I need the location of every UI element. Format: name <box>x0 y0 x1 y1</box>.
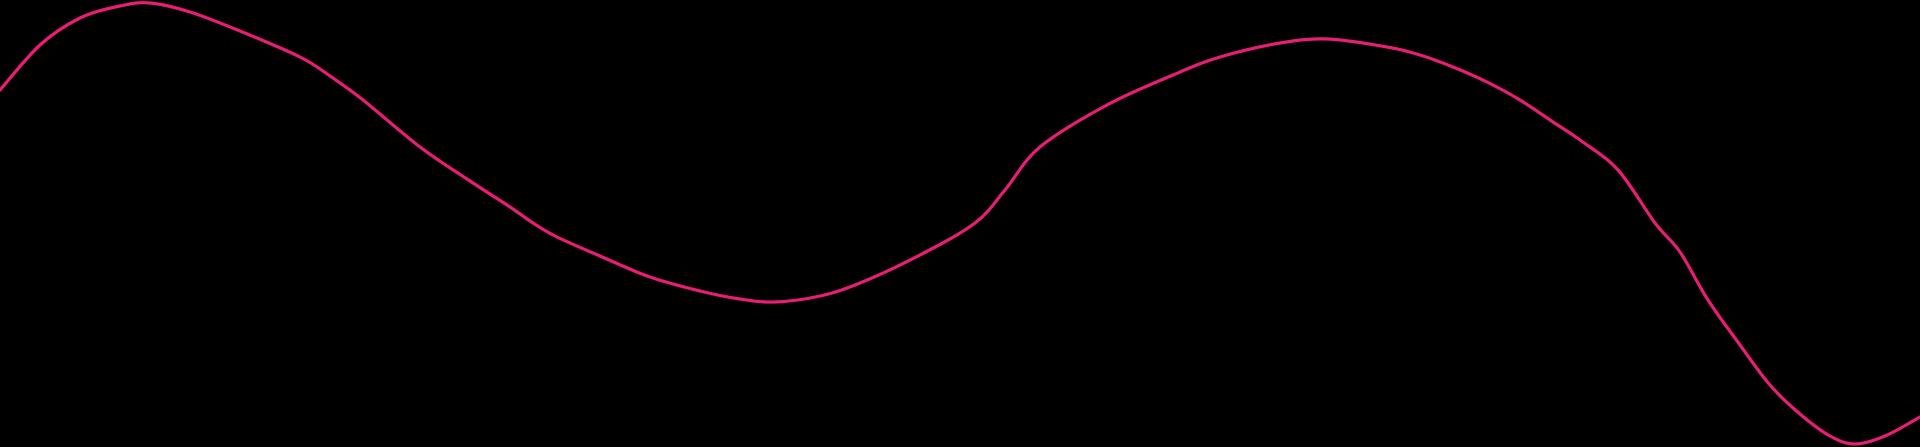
page-background: { "chart_data": { "type": "line", "descr… <box>0 0 1920 447</box>
wave-chart-canvas <box>0 1 1920 446</box>
wave-curve-line <box>0 1 1920 446</box>
wave-chart <box>0 0 1920 447</box>
